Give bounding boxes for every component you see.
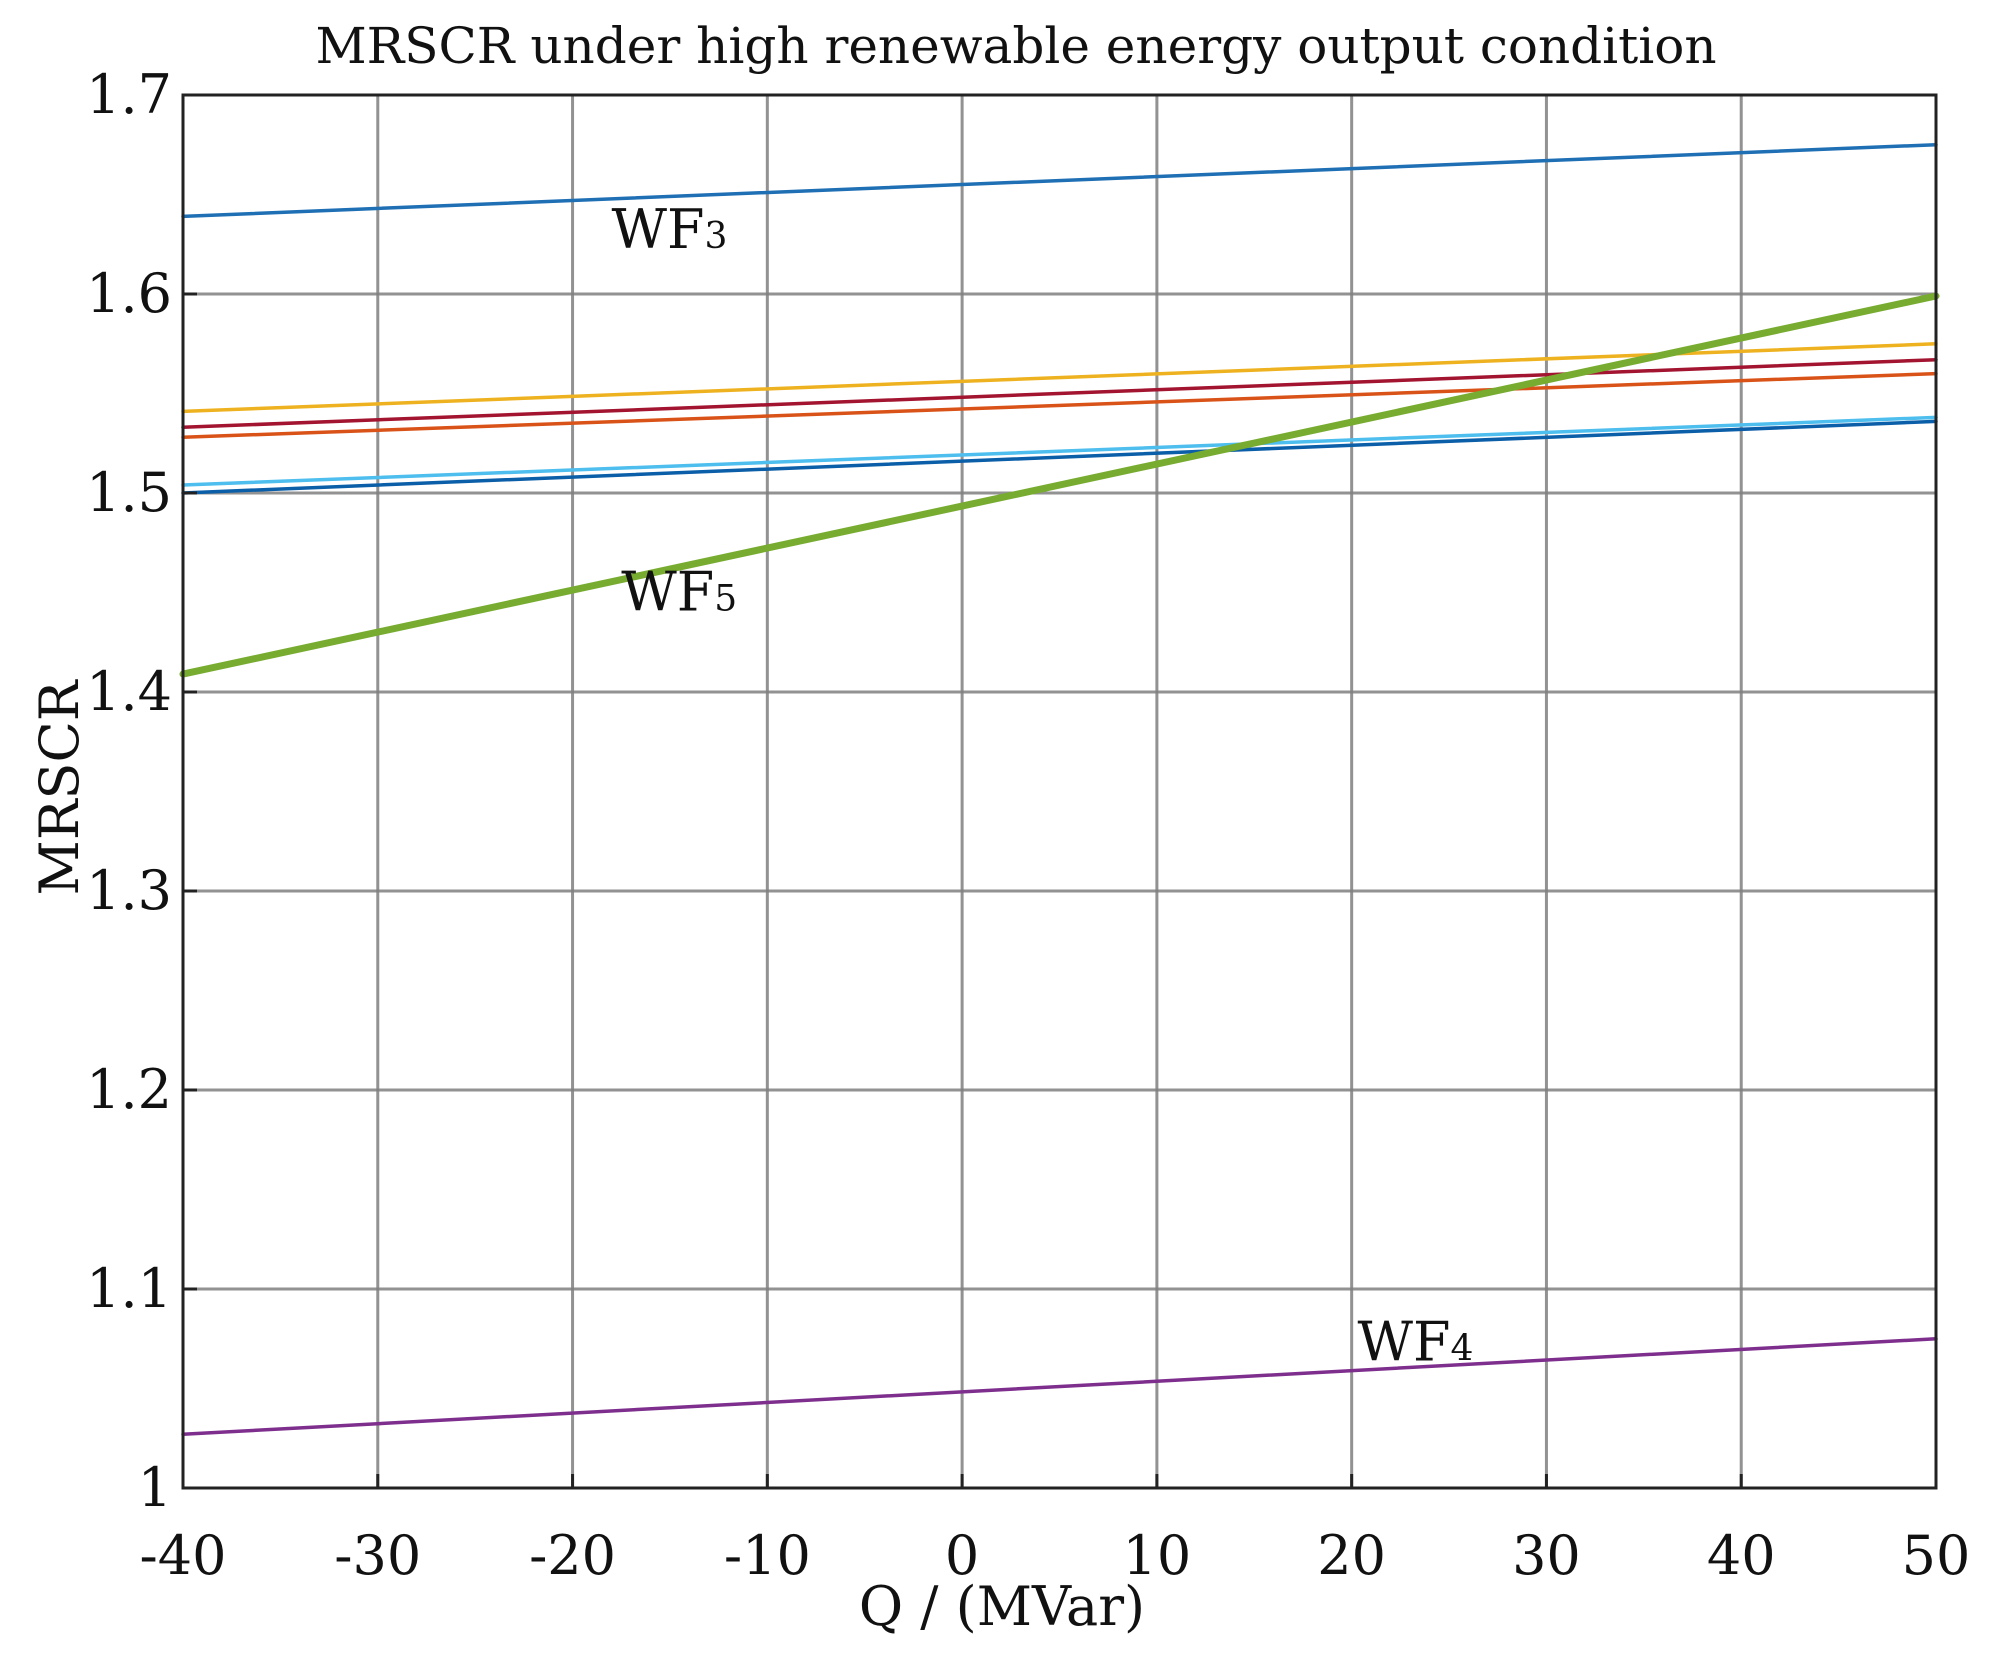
x-tick-label: 40 [1707, 1524, 1776, 1587]
y-tick-label: 1 [138, 1456, 172, 1519]
x-tick-label: 10 [1123, 1524, 1192, 1587]
plot-frame [181, 93, 1938, 1490]
x-tick-label: 30 [1512, 1524, 1581, 1587]
annotation-wf3: WF3 [612, 198, 728, 261]
y-tick-label: 1.1 [86, 1257, 172, 1320]
chart-title: MRSCR under high renewable energy output… [315, 17, 1716, 75]
x-tick-label: 50 [1902, 1524, 1971, 1587]
x-axis-label: Q / (MVar) [859, 1575, 1145, 1638]
ticks: -40 -30 -20 -10 0 10 20 30 40 50 1 1.1 1.2 1.3 1.4 1.5 1… [86, 63, 1970, 1587]
series-line-series-lightblue [181, 415, 1938, 487]
series-line-series-blue [181, 419, 1938, 495]
series-line-wf3 [181, 142, 1938, 219]
series-lines [179, 142, 1940, 1437]
y-tick-label: 1.4 [86, 660, 172, 723]
x-tick-label: -20 [529, 1524, 616, 1587]
series-line-wf4 [181, 1337, 1938, 1437]
annotation-subscript: 4 [1450, 1329, 1473, 1370]
x-tick-label: 20 [1317, 1524, 1386, 1587]
y-tick-label: 1.3 [86, 859, 172, 922]
annotation-subscript: 5 [714, 578, 737, 619]
y-tick-label: 1.6 [86, 262, 172, 325]
y-tick-label: 1.2 [86, 1058, 172, 1121]
series-line-series-orange [181, 371, 1938, 440]
x-tick-label: 0 [945, 1524, 979, 1587]
series-line-series-yellow [181, 342, 1938, 414]
x-tick-label: -30 [334, 1524, 421, 1587]
grid [181, 93, 1938, 1490]
annotation-subscript: 3 [704, 216, 727, 257]
series-line-series-darkred [181, 357, 1938, 430]
annotation-wf5: WF5 [621, 560, 737, 623]
y-axis-label: MRSCR [28, 679, 91, 895]
annotation-base: WF [621, 560, 714, 623]
y-tick-label: 1.5 [86, 461, 172, 524]
series-line-wf5 [179, 292, 1940, 678]
x-tick-label: -40 [140, 1524, 227, 1587]
annotation-wf4: WF4 [1358, 1311, 1474, 1374]
annotation-base: WF [612, 198, 705, 261]
x-tick-label: -10 [724, 1524, 811, 1587]
y-tick-label: 1.7 [86, 63, 172, 126]
annotation-base: WF [1358, 1311, 1451, 1374]
